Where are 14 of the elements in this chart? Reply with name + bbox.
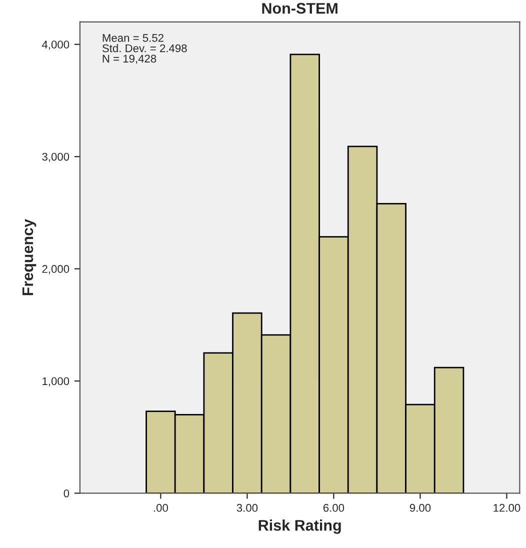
y-axis-title: Frequency xyxy=(22,219,36,296)
y-tick-label: 2,000 xyxy=(42,265,70,274)
y-tick-label: 4,000 xyxy=(42,40,70,50)
y-tick-label: 1,000 xyxy=(42,377,70,386)
x-tick-label: .00 xyxy=(154,504,168,512)
x-tick-label: 9.00 xyxy=(410,504,431,512)
y-tick-label: 0 xyxy=(64,489,70,498)
x-tick-label: 3.00 xyxy=(236,504,258,512)
x-tick-label: 12.00 xyxy=(494,504,520,512)
x-tick-label: 6.00 xyxy=(323,504,344,512)
chart-title: Non-STEM xyxy=(262,2,338,14)
annotation: Mean = 5.52 Std. Dev. = 2.498 N = 19,428 xyxy=(102,34,187,64)
y-tick-label: 3,000 xyxy=(42,152,70,162)
x-axis-title: Risk Rating xyxy=(258,520,341,534)
